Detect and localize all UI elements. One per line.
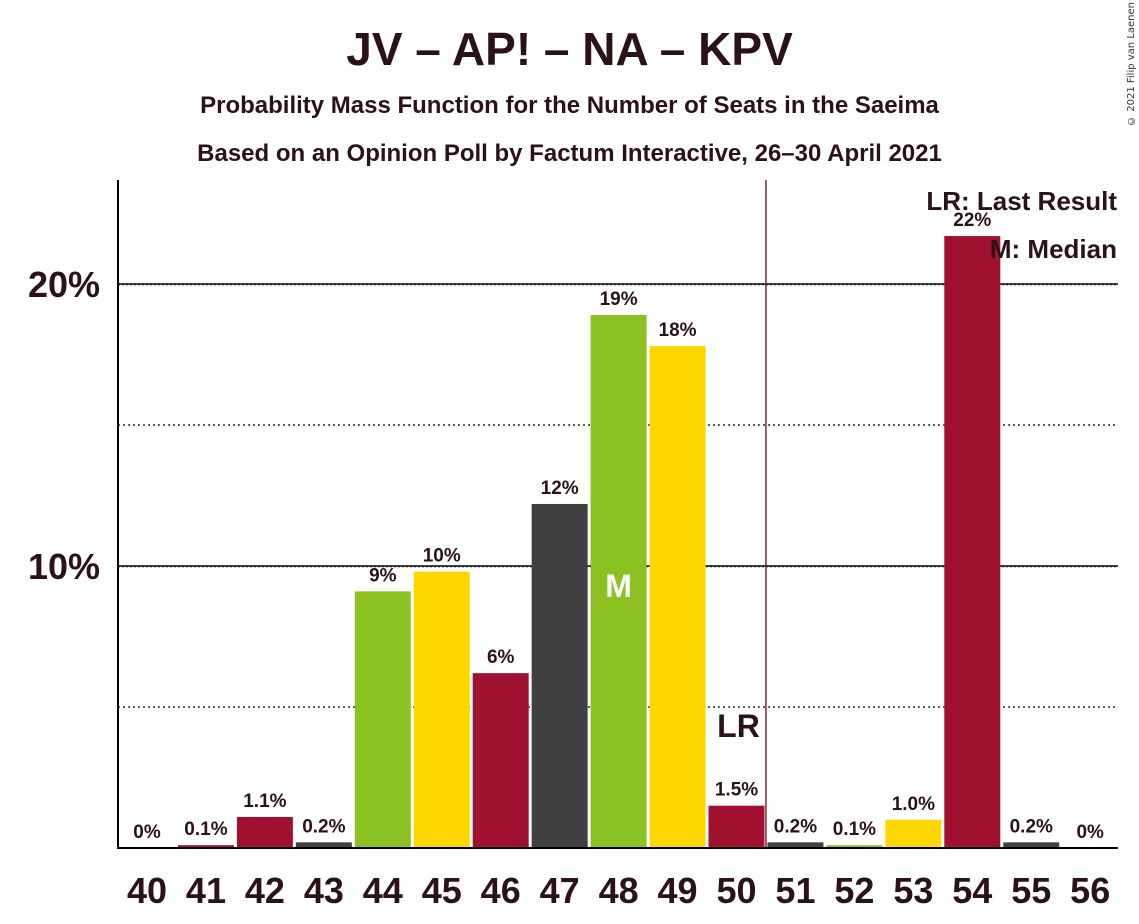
bar-value-label: 1.0% [892,794,935,815]
bar-seat-49 [649,346,706,848]
x-tick-label: 51 [775,870,815,911]
x-tick-label: 49 [658,870,698,911]
bar-seat-45 [413,571,470,848]
chart-subtitle-poll: Based on an Opinion Poll by Factum Inter… [197,140,942,167]
bar-seat-43 [295,842,352,848]
x-tick-label: 55 [1011,870,1051,911]
x-tick-label: 47 [540,870,580,911]
x-tick-label: 40 [127,870,167,911]
x-tick-label: 50 [716,870,756,911]
bar-value-label: 0.2% [302,816,345,837]
bar-value-label: 0% [1076,822,1104,843]
bar-seat-42 [236,816,293,848]
bar-seat-54 [944,236,1001,848]
y-tick-label: 10% [28,546,100,587]
last-result-marker: LR [717,708,760,744]
x-tick-label: 52 [834,870,874,911]
bar-value-label: 6% [487,647,515,668]
x-tick-label: 44 [363,870,403,911]
x-tick-label: 46 [481,870,521,911]
x-tick-label: 53 [893,870,933,911]
bar-value-label: 0% [133,822,161,843]
bar-seat-55 [1003,842,1060,848]
median-marker: M [605,568,632,604]
legend-last-result: LR: Last Result [926,186,1117,216]
bar-value-label: 9% [369,565,397,586]
bar-value-label: 19% [600,289,638,310]
bar-seat-53 [885,819,942,848]
bar-seat-52 [826,845,883,848]
bar-seat-50 [708,805,765,848]
x-tick-label: 42 [245,870,285,911]
bar-seat-47 [531,503,588,848]
bar-value-label: 10% [423,546,461,567]
bar-seat-44 [354,591,411,848]
bar-value-label: 1.5% [715,780,758,801]
y-tick-label: 20% [28,264,100,305]
x-tick-label: 45 [422,870,462,911]
chart-title: JV – AP! – NA – KPV [346,23,793,75]
x-tick-label: 43 [304,870,344,911]
bar-value-label: 22% [953,210,991,231]
bar-seat-51 [767,842,824,848]
bar-value-label: 0.2% [774,816,817,837]
bar-value-label: 18% [659,320,697,341]
x-tick-label: 56 [1070,870,1110,911]
bar-value-label: 0.2% [1010,816,1053,837]
bar-seat-46 [472,673,529,848]
x-tick-label: 54 [952,870,992,911]
x-tick-label: 48 [599,870,639,911]
bar-value-label: 0.1% [184,819,227,840]
bar-value-label: 0.1% [833,819,876,840]
chart-subtitle: Probability Mass Function for the Number… [200,92,939,119]
bar-seat-41 [177,845,234,848]
x-tick-label: 41 [186,870,226,911]
bar-value-label: 12% [541,478,579,499]
legend-median: M: Median [990,234,1117,264]
bar-seat-48 [590,315,647,848]
bar-value-label: 1.1% [243,791,286,812]
